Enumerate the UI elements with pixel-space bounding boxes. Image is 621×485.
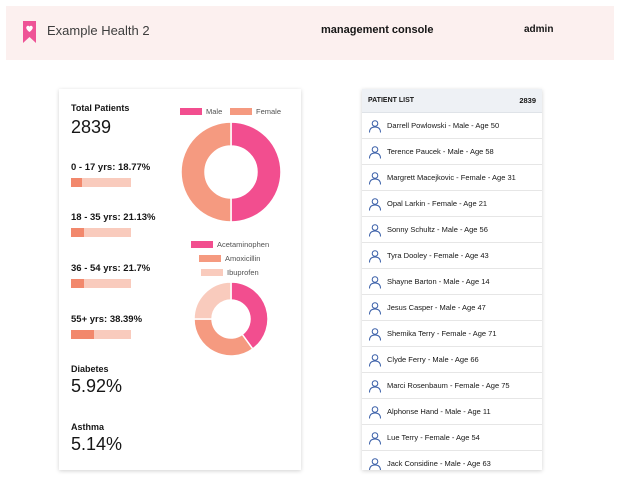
user-icon <box>369 432 381 445</box>
asthma-label: Asthma <box>71 422 105 432</box>
user-icon <box>369 458 381 470</box>
user-icon <box>369 250 381 263</box>
legend-label: Amoxicillin <box>225 254 261 263</box>
patient-name: Clyde Ferry - Male - Age 66 <box>387 355 479 364</box>
age-group-label: 36 - 54 yrs: 21.7% <box>71 263 151 274</box>
patient-list-count: 2839 <box>519 96 536 105</box>
patient-name: Terence Paucek - Male - Age 58 <box>387 147 494 156</box>
legend-item: Ibuprofen <box>201 268 259 277</box>
patient-row[interactable]: Clyde Ferry - Male - Age 66 <box>362 347 542 373</box>
age-group-bar <box>71 330 131 339</box>
age-group-bar-fill <box>71 178 83 187</box>
age-group-bar <box>71 279 131 288</box>
patient-name: Jesus Casper - Male - Age 47 <box>387 303 486 312</box>
legend-swatch <box>230 108 252 115</box>
total-patients-label: Total Patients <box>71 103 130 113</box>
donut-slice-amoxicillin[interactable] <box>193 318 254 357</box>
diabetes-value: 5.92% <box>71 376 123 396</box>
patient-row[interactable]: Shemika Terry - Female - Age 71 <box>362 321 542 347</box>
patient-row[interactable]: Darrell Powlowski - Male - Age 50 <box>362 113 542 139</box>
user-icon <box>369 224 381 237</box>
age-group-bar <box>71 178 131 187</box>
patient-row[interactable]: Shayne Barton - Male - Age 14 <box>362 269 542 295</box>
legend-item: Amoxicillin <box>199 254 260 263</box>
legend-item: Female <box>230 107 281 116</box>
user-icon <box>369 354 381 367</box>
patient-name: Margrett Macejkovic - Female - Age 31 <box>387 173 516 182</box>
user-menu[interactable]: admin <box>524 24 554 35</box>
user-icon <box>369 276 381 289</box>
patient-row[interactable]: Jack Considine - Male - Age 63 <box>362 451 542 470</box>
patient-name: Tyra Dooley - Female - Age 43 <box>387 251 489 260</box>
legend-item: Acetaminophen <box>191 240 269 249</box>
patient-name: Sonny Schultz - Male - Age 56 <box>387 225 488 234</box>
age-group-label: 18 - 35 yrs: 21.13% <box>71 212 156 223</box>
legend-swatch <box>191 241 213 248</box>
patient-name: Opal Larkin - Female - Age 21 <box>387 199 488 208</box>
donut-slice-female[interactable] <box>180 121 232 223</box>
console-title: management console <box>321 24 434 36</box>
age-group-bar <box>71 228 131 237</box>
age-group-bar-fill <box>71 279 84 288</box>
user-icon <box>369 198 381 211</box>
app-title[interactable]: Example Health 2 <box>47 23 150 38</box>
total-patients-value: 2839 <box>71 117 112 137</box>
legend-item: Male <box>180 107 222 116</box>
patient-name: Darrell Powlowski - Male - Age 50 <box>387 121 500 130</box>
patient-name: Lue Terry - Female - Age 54 <box>387 433 480 442</box>
asthma-value: 5.14% <box>71 434 123 454</box>
gender-donut-chart <box>180 121 282 223</box>
age-group-label: 55+ yrs: 38.39% <box>71 314 143 325</box>
legend-label: Ibuprofen <box>227 268 259 277</box>
app-header: Example Health 2 management console admi… <box>6 6 614 60</box>
user-icon <box>369 328 381 341</box>
donut-slice-ibuprofen[interactable] <box>193 281 232 320</box>
patient-name: Jack Considine - Male - Age 63 <box>387 459 491 468</box>
legend-label: Female <box>256 107 282 116</box>
patient-row[interactable]: Jesus Casper - Male - Age 47 <box>362 295 542 321</box>
legend-swatch <box>201 269 223 276</box>
legend-label: Male <box>206 107 223 116</box>
patient-stats-card: Total Patients 2839 0 - 17 yrs: 18.77% 1… <box>59 89 301 470</box>
user-icon <box>369 120 381 133</box>
patient-row[interactable]: Terence Paucek - Male - Age 58 <box>362 139 542 165</box>
patient-row[interactable]: Lue Terry - Female - Age 54 <box>362 425 542 451</box>
patient-row[interactable]: Tyra Dooley - Female - Age 43 <box>362 243 542 269</box>
patient-row[interactable]: Opal Larkin - Female - Age 21 <box>362 191 542 217</box>
donut-slice-acetaminophen[interactable] <box>230 281 269 350</box>
user-icon <box>369 302 381 315</box>
donut-slice-male[interactable] <box>230 121 282 223</box>
patient-list-title: PATIENT LIST <box>368 97 415 104</box>
patient-row[interactable]: Alphonse Hand - Male - Age 11 <box>362 399 542 425</box>
patient-name: Shayne Barton - Male - Age 14 <box>387 277 490 286</box>
age-group-label: 0 - 17 yrs: 18.77% <box>71 162 151 173</box>
patient-list-card: PATIENT LIST 2839 Darrell Powlowski - Ma… <box>362 89 542 470</box>
bookmark-heart-icon[interactable] <box>23 21 36 43</box>
patient-list-header: PATIENT LIST 2839 <box>362 89 542 113</box>
patient-row[interactable]: Margrett Macejkovic - Female - Age 31 <box>362 165 542 191</box>
patient-row[interactable]: Sonny Schultz - Male - Age 56 <box>362 217 542 243</box>
legend-swatch <box>180 108 202 115</box>
user-icon <box>369 406 381 419</box>
patient-row[interactable]: Marci Rosenbaum - Female - Age 75 <box>362 373 542 399</box>
patient-name: Marci Rosenbaum - Female - Age 75 <box>387 381 510 390</box>
user-icon <box>369 380 381 393</box>
age-group-bar-fill <box>71 330 94 339</box>
legend-label: Acetaminophen <box>217 240 270 249</box>
patient-name: Alphonse Hand - Male - Age 11 <box>387 407 491 416</box>
user-icon <box>369 172 381 185</box>
diabetes-label: Diabetes <box>71 364 109 374</box>
medication-donut-chart <box>193 281 269 357</box>
age-group-bar-fill <box>71 228 84 237</box>
patient-name: Shemika Terry - Female - Age 71 <box>387 329 497 338</box>
legend-swatch <box>199 255 221 262</box>
user-icon <box>369 146 381 159</box>
